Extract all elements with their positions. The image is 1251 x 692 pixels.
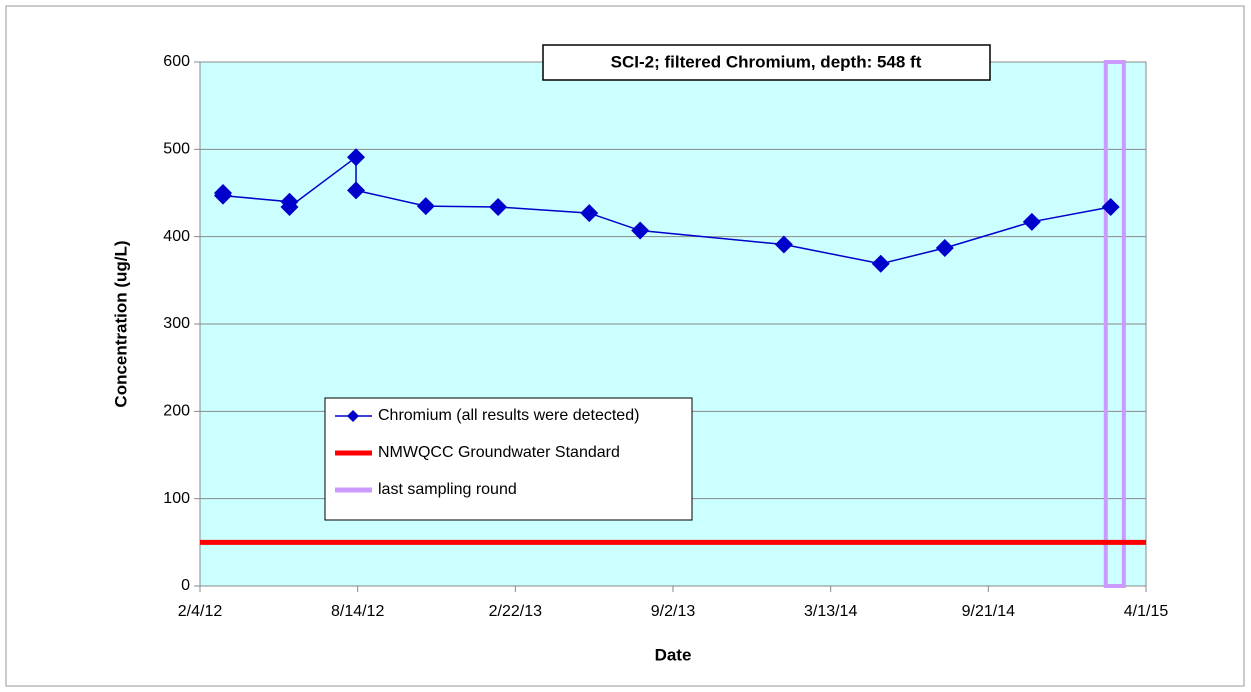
x-tick-label: 2/4/12: [178, 603, 223, 620]
y-tick-label: 0: [181, 577, 190, 594]
highlight-band: [1103, 60, 1126, 588]
x-tick-label: 9/21/14: [962, 603, 1015, 620]
chart-title: SCI-2; filtered Chromium, depth: 548 ft: [611, 52, 922, 71]
legend: [324, 397, 693, 521]
marks: [200, 60, 1146, 588]
data-point: [871, 254, 890, 273]
y-axis-label: Concentration (ug/L): [111, 240, 130, 407]
data-point: [280, 197, 299, 216]
data-point: [1022, 212, 1041, 231]
x-tick-label: 3/13/14: [804, 603, 857, 620]
y-tick-label: 100: [163, 490, 190, 507]
data-point: [213, 186, 232, 205]
title-box: [542, 44, 991, 81]
y-tick-label: 200: [163, 403, 190, 420]
y-tick-label: 300: [163, 315, 190, 332]
legend-label: Chromium (all results were detected): [378, 407, 639, 424]
legend-label: last sampling round: [378, 481, 517, 498]
data-point: [347, 181, 366, 200]
data-point: [631, 221, 650, 240]
data-point: [935, 239, 954, 258]
data-point: [774, 235, 793, 254]
data-point: [1101, 197, 1120, 216]
data-point: [580, 204, 599, 223]
data-point: [347, 148, 366, 167]
y-tick-label: 600: [163, 53, 190, 70]
x-tick-label: 9/2/13: [651, 603, 696, 620]
data-point: [489, 197, 508, 216]
data-point: [416, 197, 435, 216]
x-axis-label: Date: [655, 645, 692, 664]
x-tick-label: 8/14/12: [331, 603, 384, 620]
y-tick-label: 400: [163, 228, 190, 245]
y-tick-label: 500: [163, 141, 190, 158]
legend-label: NMWQCC Groundwater Standard: [378, 444, 620, 461]
x-tick-label: 2/22/13: [489, 603, 542, 620]
legend-swatch: [347, 410, 359, 422]
x-tick-label: 4/1/15: [1124, 603, 1169, 620]
